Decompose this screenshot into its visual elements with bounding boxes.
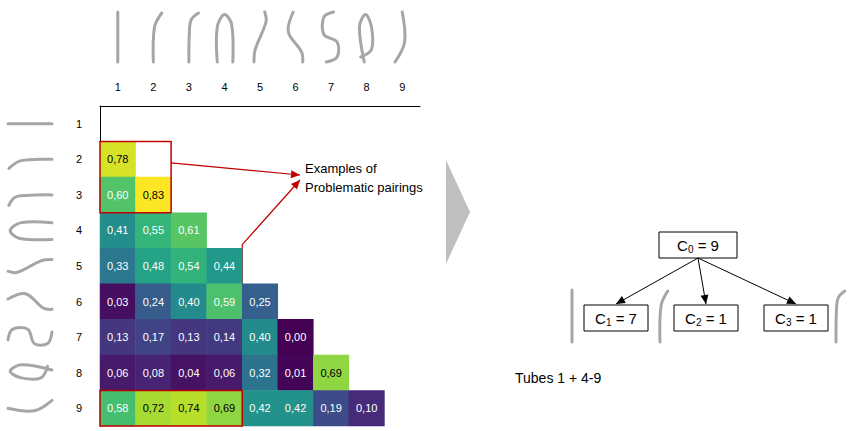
svg-text:0,54: 0,54 [178,260,199,272]
svg-text:0,42: 0,42 [249,402,270,414]
svg-text:0,32: 0,32 [249,367,270,379]
svg-text:0,40: 0,40 [249,331,270,343]
svg-text:5: 5 [76,260,82,272]
svg-text:2: 2 [76,153,82,165]
svg-text:4: 4 [76,224,82,236]
svg-text:0,33: 0,33 [107,260,128,272]
svg-text:0,48: 0,48 [143,260,164,272]
svg-text:0,08: 0,08 [143,367,164,379]
svg-text:C: C [677,237,688,254]
svg-text:8: 8 [364,81,370,93]
svg-text:-: - [187,189,191,201]
svg-text:0,13: 0,13 [107,331,128,343]
svg-text:0,69: 0,69 [214,402,235,414]
svg-text:C: C [685,310,696,327]
svg-text:9: 9 [76,402,82,414]
svg-text:2: 2 [150,81,156,93]
svg-text:4: 4 [221,81,227,93]
svg-text:-: - [258,260,262,272]
svg-text:0,10: 0,10 [356,402,377,414]
svg-text:0,61: 0,61 [178,224,199,236]
svg-text:7: 7 [328,81,334,93]
svg-text:0,59: 0,59 [214,296,235,308]
svg-text:0: 0 [687,243,694,255]
svg-text:0,06: 0,06 [214,367,235,379]
svg-text:1: 1 [605,316,612,328]
svg-text:0,06: 0,06 [107,367,128,379]
svg-text:0,74: 0,74 [178,402,199,414]
svg-text:C: C [775,310,786,327]
svg-text:0,60: 0,60 [107,189,128,201]
svg-text:0,04: 0,04 [178,367,199,379]
svg-text:7: 7 [76,331,82,343]
svg-text:0,17: 0,17 [143,331,164,343]
svg-text:-: - [116,118,120,130]
svg-text:0,19: 0,19 [320,402,341,414]
svg-text:1: 1 [76,118,82,130]
svg-text:C: C [595,310,606,327]
svg-text:-: - [400,402,404,414]
svg-text:5: 5 [257,81,263,93]
svg-text:0,72: 0,72 [143,402,164,414]
svg-text:-: - [223,224,227,236]
svg-text:6: 6 [292,81,298,93]
svg-text:3: 3 [785,316,792,328]
svg-text:0,58: 0,58 [107,402,128,414]
svg-text:2: 2 [695,316,702,328]
svg-text:Examples of: Examples of [305,161,377,176]
svg-text:0,83: 0,83 [143,189,164,201]
svg-text:0,55: 0,55 [143,224,164,236]
svg-text:6: 6 [76,296,82,308]
svg-text:9: 9 [399,81,405,93]
svg-text:0,24: 0,24 [143,296,164,308]
svg-text:0,00: 0,00 [285,331,306,343]
svg-text:= 9: = 9 [693,237,718,254]
svg-text:3: 3 [186,81,192,93]
svg-text:-: - [365,367,369,379]
svg-text:Tubes 1 + 4-9: Tubes 1 + 4-9 [515,370,601,386]
svg-text:0,78: 0,78 [107,153,128,165]
svg-text:0,01: 0,01 [285,367,306,379]
svg-text:0,41: 0,41 [107,224,128,236]
svg-text:= 7: = 7 [611,310,636,327]
svg-text:-: - [151,153,155,165]
svg-text:1: 1 [115,81,121,93]
svg-text:= 1: = 1 [701,310,726,327]
svg-text:0,25: 0,25 [249,296,270,308]
svg-text:= 1: = 1 [791,310,816,327]
svg-text:0,40: 0,40 [178,296,199,308]
svg-text:0,42: 0,42 [285,402,306,414]
svg-text:0,14: 0,14 [214,331,235,343]
svg-text:-: - [294,296,298,308]
svg-text:3: 3 [76,189,82,201]
svg-text:-: - [329,331,333,343]
svg-text:0,69: 0,69 [320,367,341,379]
svg-text:8: 8 [76,367,82,379]
svg-text:0,13: 0,13 [178,331,199,343]
svg-text:0,44: 0,44 [214,260,235,272]
svg-text:Problematic pairings: Problematic pairings [305,180,423,195]
svg-text:0,03: 0,03 [107,296,128,308]
